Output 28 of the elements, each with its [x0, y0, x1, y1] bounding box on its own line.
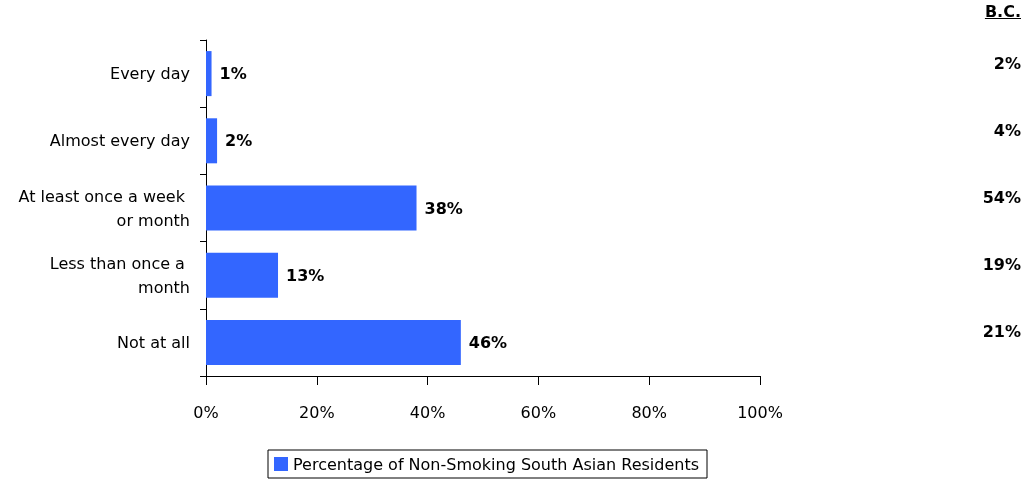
y-tick-label: Less than once a month — [49, 253, 190, 297]
data-label: 46% — [468, 332, 508, 352]
bar — [206, 118, 218, 164]
text: 19% — [982, 255, 1021, 276]
data-label: 38% — [424, 198, 463, 218]
x-tick-label: 0% — [193, 402, 219, 422]
data-label: 2% — [225, 131, 253, 151]
y-tick-label: At least once a week or month — [18, 186, 190, 230]
text: 54% — [982, 188, 1021, 208]
y-tick-label: Not at all — [117, 332, 190, 352]
data-label: 1% — [219, 64, 247, 84]
x-tick-label: 80% — [631, 402, 667, 422]
x-tick-label: 40% — [409, 402, 446, 422]
bar — [206, 319, 461, 365]
x-tick-label: 20% — [299, 402, 335, 422]
data-label: 13% — [286, 265, 325, 285]
legend-label: Percentage of Non-Smoking South Asian Residents — [293, 454, 700, 474]
text: 4% — [993, 120, 1021, 141]
y-tick-label: Every day — [110, 64, 190, 84]
bar — [206, 185, 417, 231]
x-tick-label: 100% — [737, 402, 783, 422]
x-tick-label: 60% — [520, 402, 557, 422]
y-tick-label: Almost every day — [49, 131, 190, 151]
bar — [206, 252, 279, 298]
bar — [206, 51, 212, 97]
text: B.C. — [984, 2, 1021, 22]
text: 21% — [982, 322, 1021, 343]
text: 2% — [993, 53, 1021, 74]
